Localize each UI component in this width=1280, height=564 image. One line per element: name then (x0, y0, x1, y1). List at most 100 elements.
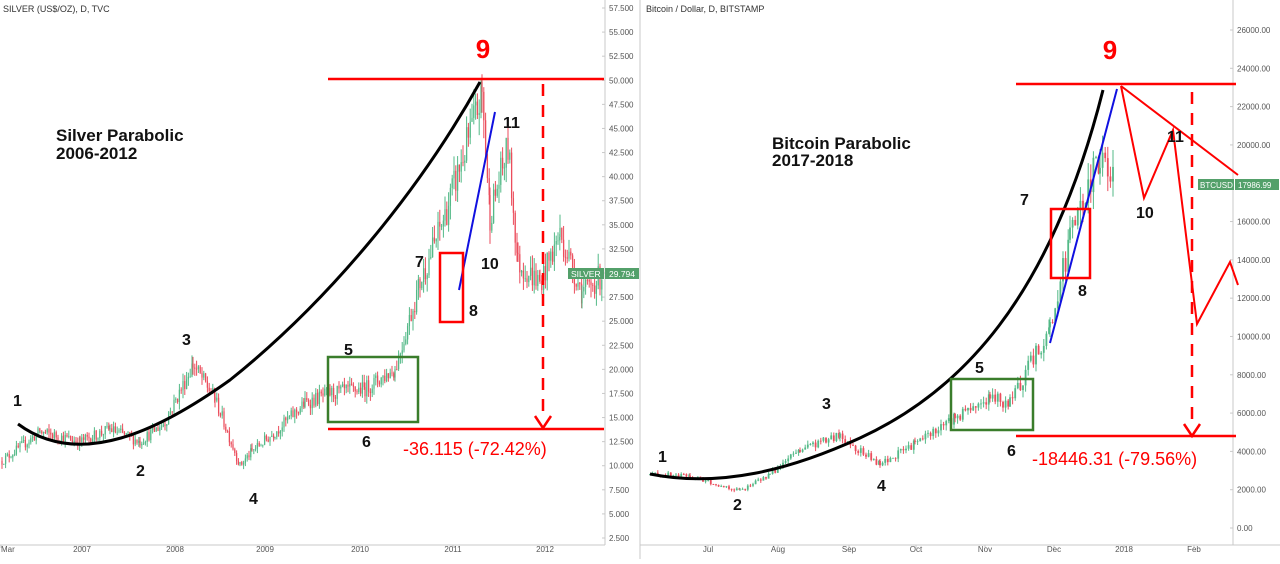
candle-body (157, 427, 159, 431)
candle-body (484, 120, 487, 155)
candle-body (136, 439, 138, 443)
candle-body (91, 439, 94, 443)
candle-body (489, 195, 491, 231)
candle-body (835, 432, 838, 441)
candle-body (977, 403, 980, 408)
candle-body (1040, 352, 1043, 355)
x-tick-label: Oct (910, 545, 923, 554)
candle-body (548, 252, 550, 261)
x-tick-label: Nov (978, 545, 992, 554)
candle-body (225, 426, 227, 432)
candle-body (568, 251, 570, 259)
candle-body (263, 435, 266, 445)
candle-body (929, 432, 932, 437)
silver-plot-area (0, 0, 605, 545)
candle-body (324, 388, 326, 396)
bitcoin-wave-11: 11 (1167, 129, 1184, 146)
candle-body (715, 484, 717, 486)
candle-body (295, 409, 298, 413)
y-tick-label: 22000.00 (1237, 103, 1271, 112)
candle-body (73, 440, 75, 443)
bitcoin-price-tag: BTCUSD 17986.99 (1198, 179, 1279, 190)
candle-body (1095, 156, 1097, 158)
candle-body (206, 381, 209, 388)
candle-body (281, 427, 283, 432)
candle-body (160, 425, 163, 428)
candle-body (359, 387, 362, 394)
candle-body (507, 137, 509, 160)
candle-body (325, 388, 328, 390)
candle-body (276, 431, 278, 438)
bitcoin-wave-5: 5 (975, 360, 984, 377)
candle-body (363, 382, 365, 388)
candle-body (496, 188, 498, 196)
candle-body (66, 434, 68, 437)
candle-body (8, 454, 10, 458)
candle-body (987, 394, 990, 405)
y-tick-label: 25.000 (609, 317, 634, 326)
bitcoin-wave-6: 6 (1007, 443, 1016, 460)
candle-body (899, 449, 902, 451)
candle-body (446, 209, 448, 225)
candle-body (148, 432, 150, 441)
candle-body (204, 373, 207, 382)
candle-body (387, 373, 390, 379)
candle-body (217, 397, 220, 414)
candle-body (914, 440, 916, 442)
candle-body (354, 386, 356, 392)
candle-body (792, 453, 795, 455)
candle-body (345, 384, 347, 389)
candle-body (334, 396, 337, 399)
candle-body (90, 438, 92, 443)
bitcoin-peak-label: 9 (1103, 35, 1117, 65)
candle-body (959, 415, 962, 420)
candle-body (741, 488, 744, 490)
candle-body (584, 279, 587, 287)
silver-wave-3: 3 (182, 332, 191, 349)
candle-body (350, 383, 353, 385)
x-tick-label: Mar (1, 545, 15, 554)
y-tick-label: 55.000 (609, 28, 634, 37)
y-tick-label: 15.000 (609, 414, 634, 423)
candle-body (1109, 176, 1112, 182)
y-tick-label: 52.500 (609, 52, 634, 61)
candle-body (704, 480, 707, 482)
x-tick-label: 2018 (1115, 545, 1133, 554)
y-tick-label: 16000.00 (1237, 218, 1271, 227)
x-tick-label: 2007 (73, 545, 91, 554)
candle-body (886, 458, 889, 463)
silver-blue-trendline (458, 111, 496, 291)
candle-body (709, 480, 712, 485)
x-tick-label: Jul (703, 545, 713, 554)
silver-price-tag-label: SILVER (571, 269, 601, 279)
candle-body (685, 474, 688, 477)
candle-body (905, 448, 907, 451)
candle-body (375, 375, 377, 379)
candle-body (24, 439, 27, 448)
y-tick-label: 10.000 (609, 462, 634, 471)
x-tick-label: Dec (1047, 545, 1061, 554)
candle-body (579, 282, 581, 284)
candle-body (722, 486, 725, 488)
candle-body (707, 480, 710, 481)
candle-body (28, 442, 30, 445)
y-tick-label: 12000.00 (1237, 294, 1271, 303)
candle-body (106, 425, 108, 427)
y-tick-label: 37.500 (609, 197, 634, 206)
candle-body (433, 237, 436, 242)
y-tick-label: 45.000 (609, 124, 634, 133)
candle-body (356, 391, 358, 393)
bitcoin-header: Bitcoin / Dollar, D, BITSTAMP (646, 4, 764, 14)
candle-body (682, 474, 685, 475)
candle-body (125, 433, 127, 435)
x-tick-label: Feb (1187, 545, 1201, 554)
candle-body (329, 388, 331, 396)
candle-body (728, 486, 730, 489)
candle-body (581, 291, 583, 304)
candle-body (654, 472, 657, 474)
candle-body (197, 366, 200, 370)
candle-body (251, 448, 253, 450)
candle-body (399, 353, 402, 356)
candle-body (256, 443, 259, 449)
candle-body (812, 442, 814, 445)
